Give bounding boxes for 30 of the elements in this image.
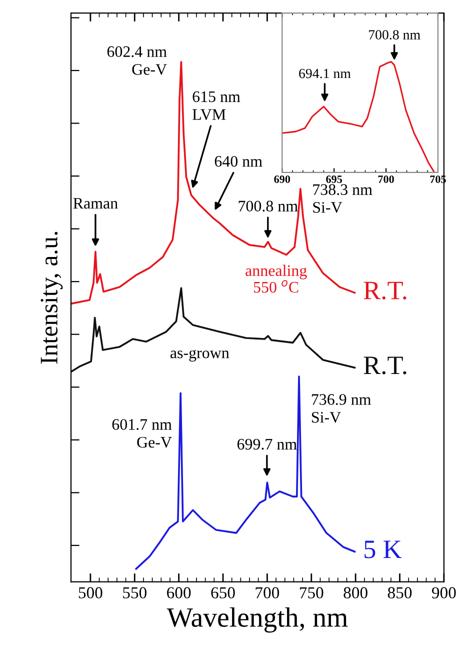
series-label: R.T. — [364, 356, 406, 374]
annotation: 738.3 nm Si-V — [313, 184, 372, 213]
series-label: 5 K — [364, 540, 402, 558]
annotation: 700.8 nm — [238, 200, 298, 212]
y-axis-title: Intensity, a.u. — [40, 232, 63, 364]
annotation: Raman — [73, 198, 118, 209]
x-tick-label: 700 — [256, 587, 280, 598]
series-label: R.T. — [364, 282, 406, 300]
x-tick-label: 550 — [123, 587, 146, 598]
annotation: 601.7 nm Ge-V — [112, 419, 172, 448]
annotation: 736.9 nm Si-V — [312, 394, 371, 423]
annotation: 700.8 nm — [369, 30, 420, 40]
annotation: as-grown — [170, 350, 230, 362]
x-tick-label: 750 — [300, 587, 324, 598]
annotation: 602.4 nm Ge-V — [107, 46, 167, 75]
annotation: 699.7 nm — [237, 438, 297, 450]
annotation: 615 nm LVM — [192, 91, 240, 120]
x-tick-label: 900 — [432, 587, 456, 598]
x-tick-label: 700 — [378, 175, 394, 183]
x-axis-title: Wavelength, nm — [166, 607, 348, 633]
x-tick-label: 850 — [388, 587, 412, 598]
x-tick-label: 695 — [326, 176, 342, 183]
x-tick-label: 800 — [344, 587, 368, 598]
x-tick-label: 600 — [167, 587, 191, 598]
x-tick-label: 690 — [274, 175, 290, 183]
x-tick-label: 500 — [78, 587, 102, 598]
annotation: 694.1 nm — [299, 68, 351, 78]
annotation: 640 nm — [214, 156, 262, 167]
x-tick-label: 650 — [211, 587, 235, 598]
annotation: annealing 550 $^{o}$C — [246, 264, 307, 293]
